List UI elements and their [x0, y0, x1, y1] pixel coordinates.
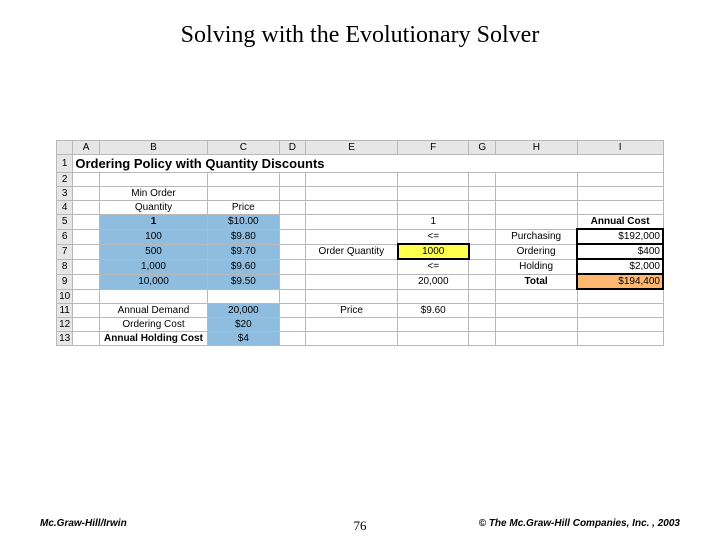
- min-order-l1: Min Order: [99, 187, 207, 201]
- row-hdr: 9: [57, 274, 73, 289]
- col-hdr: C: [208, 141, 279, 155]
- col-hdr: A: [73, 141, 100, 155]
- row-hdr: 10: [57, 289, 73, 303]
- col-hdr: E: [306, 141, 398, 155]
- row-hdr: 11: [57, 303, 73, 317]
- total-value: $194,400: [577, 274, 663, 289]
- le-1: <=: [398, 229, 469, 244]
- price-4: $9.50: [208, 274, 279, 289]
- row-hdr: 3: [57, 187, 73, 201]
- row-5: 5 1 $10.00 1 Annual Cost: [57, 215, 664, 230]
- price-0: $10.00: [208, 215, 279, 230]
- order-qty-label: Order Quantity: [306, 244, 398, 259]
- price-3: $9.60: [208, 259, 279, 274]
- row-hdr: 12: [57, 317, 73, 331]
- annual-holding-cost-value: $4: [208, 331, 279, 345]
- col-header-row: A B C D E F G H I: [57, 141, 664, 155]
- annual-demand-value: 20,000: [208, 303, 279, 317]
- row-3: 3 Min Order: [57, 187, 664, 201]
- row-hdr: 6: [57, 229, 73, 244]
- row-10: 10: [57, 289, 664, 303]
- row-hdr: 13: [57, 331, 73, 345]
- constraint-high: 20,000: [398, 274, 469, 289]
- row-hdr: 8: [57, 259, 73, 274]
- row-2: 2: [57, 173, 664, 187]
- price-hdr: Price: [208, 201, 279, 215]
- spreadsheet-table: A B C D E F G H I 1 Ordering Policy with…: [56, 140, 664, 346]
- price-1: $9.80: [208, 229, 279, 244]
- slide-title: Solving with the Evolutionary Solver: [0, 22, 720, 49]
- col-hdr: B: [99, 141, 207, 155]
- row-hdr: 1: [57, 155, 73, 173]
- col-hdr: H: [496, 141, 578, 155]
- row-1: 1 Ordering Policy with Quantity Discount…: [57, 155, 664, 173]
- row-4: 4 Quantity Price: [57, 201, 664, 215]
- ordering-value: $400: [577, 244, 663, 259]
- qty-4: 10,000: [99, 274, 207, 289]
- col-hdr: D: [279, 141, 306, 155]
- constraint-low: 1: [398, 215, 469, 230]
- col-hdr: I: [577, 141, 663, 155]
- footer-right: © The Mc.Graw-Hill Companies, Inc. , 200…: [479, 518, 680, 529]
- row-hdr: 7: [57, 244, 73, 259]
- order-qty-value: 1000: [398, 244, 469, 259]
- ordering-cost-value: $20: [208, 317, 279, 331]
- row-11: 11 Annual Demand 20,000 Price $9.60: [57, 303, 664, 317]
- holding-value: $2,000: [577, 259, 663, 274]
- qty-2: 500: [99, 244, 207, 259]
- row-hdr: 4: [57, 201, 73, 215]
- le-2: <=: [398, 259, 469, 274]
- row-8: 8 1,000 $9.60 <= Holding $2,000: [57, 259, 664, 274]
- annual-holding-cost-label: Annual Holding Cost: [99, 331, 207, 345]
- ordering-cost-label: Ordering Cost: [99, 317, 207, 331]
- price-row-label: Price: [306, 303, 398, 317]
- qty-3: 1,000: [99, 259, 207, 274]
- price-2: $9.70: [208, 244, 279, 259]
- ordering-label: Ordering: [496, 244, 578, 259]
- qty-0: 1: [99, 215, 207, 230]
- purchasing-value: $192,000: [577, 229, 663, 244]
- holding-label: Holding: [496, 259, 578, 274]
- corner-cell: [57, 141, 73, 155]
- row-hdr: 2: [57, 173, 73, 187]
- sheet-title: Ordering Policy with Quantity Discounts: [73, 155, 663, 173]
- annual-cost-hdr: Annual Cost: [577, 215, 663, 230]
- purchasing-label: Purchasing: [496, 229, 578, 244]
- price-result: $9.60: [398, 303, 469, 317]
- row-6: 6 100 $9.80 <= Purchasing $192,000: [57, 229, 664, 244]
- min-order-l2: Quantity: [99, 201, 207, 215]
- col-hdr: G: [469, 141, 496, 155]
- row-7: 7 500 $9.70 Order Quantity 1000 Ordering…: [57, 244, 664, 259]
- row-12: 12 Ordering Cost $20: [57, 317, 664, 331]
- annual-demand-label: Annual Demand: [99, 303, 207, 317]
- spreadsheet: A B C D E F G H I 1 Ordering Policy with…: [56, 140, 664, 346]
- qty-1: 100: [99, 229, 207, 244]
- row-hdr: 5: [57, 215, 73, 230]
- row-9: 9 10,000 $9.50 20,000 Total $194,400: [57, 274, 664, 289]
- col-hdr: F: [398, 141, 469, 155]
- total-label: Total: [496, 274, 578, 289]
- row-13: 13 Annual Holding Cost $4: [57, 331, 664, 345]
